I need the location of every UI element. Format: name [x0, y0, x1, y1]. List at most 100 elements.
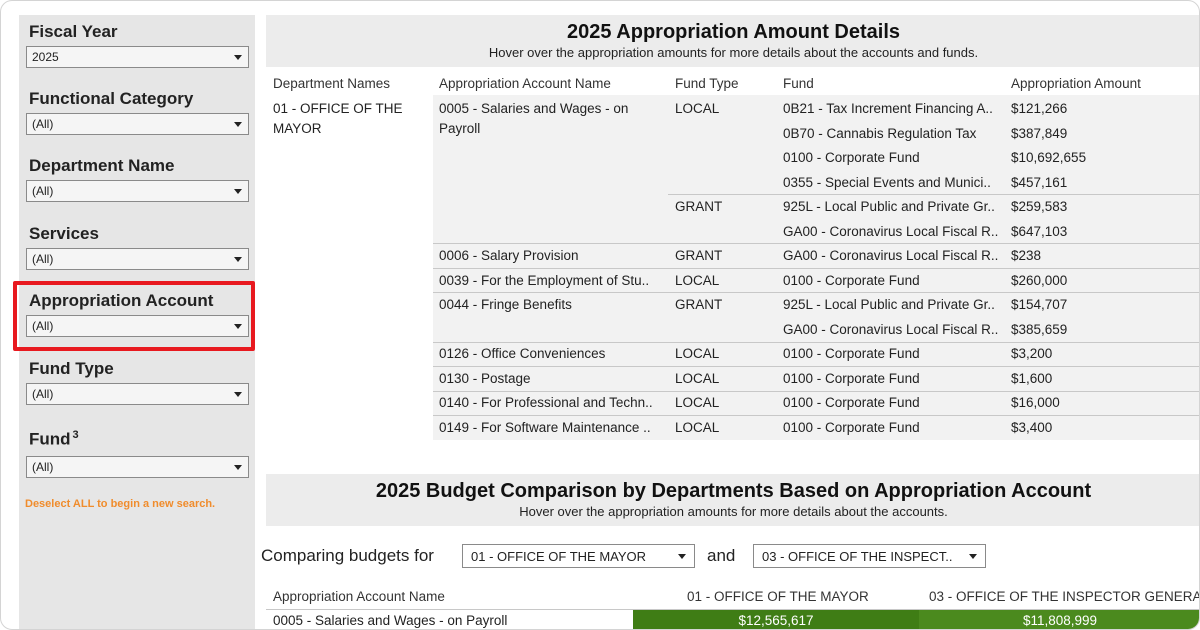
row-fund: GA00 - Coronavirus Local Fiscal R.. — [783, 322, 999, 337]
row-fund: 0100 - Corporate Fund — [783, 395, 920, 410]
filter-label-fund: Fund 3 — [29, 429, 79, 450]
fund-type-select[interactable]: (All) — [26, 383, 249, 405]
row-amount[interactable]: $259,583 — [1011, 199, 1068, 214]
row-amount[interactable]: $10,692,655 — [1011, 150, 1087, 165]
column-header-fund-type: Fund Type — [675, 76, 739, 91]
row-fund-type: LOCAL — [675, 371, 720, 386]
row-fund-type: LOCAL — [675, 273, 720, 288]
column-header-amount: Appropriation Amount — [1011, 76, 1141, 91]
filter-label-fiscal-year: Fiscal Year — [29, 22, 118, 41]
row-fund-type: LOCAL — [675, 420, 720, 435]
filter-label-services: Services — [29, 224, 99, 243]
row-fund: 0100 - Corporate Fund — [783, 346, 920, 361]
compare-dept-b-value: 03 - OFFICE OF THE INSPECT.. — [762, 549, 953, 564]
row-amount[interactable]: $154,707 — [1011, 297, 1068, 312]
fund-select[interactable]: (All) — [26, 456, 249, 478]
row-amount[interactable]: $3,400 — [1011, 420, 1053, 435]
row-account: 0006 - Salary Provision — [439, 248, 579, 263]
chevron-down-icon — [234, 257, 242, 262]
row-divider — [433, 366, 1199, 367]
row-divider — [433, 342, 1199, 343]
chevron-down-icon — [234, 465, 242, 470]
row-divider — [433, 268, 1199, 269]
department-name-value: (All) — [32, 184, 54, 198]
row-fund: GA00 - Coronavirus Local Fiscal R.. — [783, 248, 999, 263]
filter-label-fund-type: Fund Type — [29, 359, 114, 378]
compare-bar-dept-a[interactable]: $12,565,617 — [633, 610, 919, 629]
row-fund: 925L - Local Public and Private Gr.. — [783, 199, 995, 214]
compare-header-divider — [266, 609, 1199, 610]
row-amount[interactable]: $387,849 — [1011, 126, 1068, 141]
department-name-line2: MAYOR — [273, 121, 322, 136]
row-amount[interactable]: $238 — [1011, 248, 1042, 263]
row-fund: 0B70 - Cannabis Regulation Tax — [783, 126, 977, 141]
chevron-down-icon — [969, 554, 977, 559]
comparison-header: 2025 Budget Comparison by Departments Ba… — [266, 474, 1199, 526]
filter-label-department-name: Department Name — [29, 156, 175, 175]
row-amount[interactable]: $457,161 — [1011, 175, 1068, 190]
fund-footnote-marker: 3 — [72, 429, 79, 441]
details-table-body — [433, 95, 1199, 440]
column-header-department: Department Names — [273, 76, 391, 91]
row-account: 0044 - Fringe Benefits — [439, 297, 572, 312]
chevron-down-icon — [234, 189, 242, 194]
row-account: 0140 - For Professional and Techn.. — [439, 395, 653, 410]
details-subtitle: Hover over the appropriation amounts for… — [488, 45, 979, 60]
row-fund: 0B21 - Tax Increment Financing A.. — [783, 101, 993, 116]
row-fund: GA00 - Coronavirus Local Fiscal R.. — [783, 224, 999, 239]
department-name-select[interactable]: (All) — [26, 180, 249, 202]
row-fund-type: LOCAL — [675, 101, 720, 116]
row-fund: 925L - Local Public and Private Gr.. — [783, 297, 995, 312]
comparing-label: Comparing budgets for — [261, 546, 434, 565]
row-amount[interactable]: $3,200 — [1011, 346, 1053, 361]
filter-sidebar: Fiscal Year 2025 Functional Category (Al… — [19, 15, 255, 629]
appropriation-account-value: (All) — [32, 319, 54, 333]
compare-column-dept-b: 03 - OFFICE OF THE INSPECTOR GENERAL — [929, 589, 1200, 604]
row-fund-type: GRANT — [675, 248, 723, 263]
compare-dept-b-select[interactable]: 03 - OFFICE OF THE INSPECT.. — [753, 544, 986, 568]
fund-type-value: (All) — [32, 387, 54, 401]
fund-label-text: Fund — [29, 429, 71, 449]
compare-bar-dept-b[interactable]: $11,808,999 — [919, 610, 1199, 629]
comparison-subtitle: Hover over the appropriation amounts for… — [519, 504, 948, 519]
compare-column-dept-a: 01 - OFFICE OF THE MAYOR — [687, 589, 869, 604]
row-account: 0130 - Postage — [439, 371, 531, 386]
services-value: (All) — [32, 252, 54, 266]
fiscal-year-select[interactable]: 2025 — [26, 46, 249, 68]
fiscal-year-value: 2025 — [32, 50, 59, 64]
functional-category-value: (All) — [32, 117, 54, 131]
details-title: 2025 Appropriation Amount Details — [566, 21, 900, 43]
filter-label-functional-category: Functional Category — [29, 89, 194, 108]
compare-column-account: Appropriation Account Name — [273, 589, 445, 604]
row-fund-type: GRANT — [675, 199, 723, 214]
column-header-account: Appropriation Account Name — [439, 76, 611, 91]
row-amount[interactable]: $1,600 — [1011, 371, 1053, 386]
row-account: 0149 - For Software Maintenance .. — [439, 420, 651, 435]
row-fund-type: GRANT — [675, 297, 723, 312]
details-header: 2025 Appropriation Amount Details Hover … — [266, 15, 1199, 67]
row-divider — [433, 243, 1199, 244]
row-amount[interactable]: $260,000 — [1011, 273, 1068, 288]
chevron-down-icon — [234, 122, 242, 127]
row-fund: 0100 - Corporate Fund — [783, 420, 920, 435]
row-amount[interactable]: $385,659 — [1011, 322, 1068, 337]
row-fund: 0355 - Special Events and Munici.. — [783, 175, 991, 190]
row-fund: 0100 - Corporate Fund — [783, 150, 920, 165]
column-header-fund: Fund — [783, 76, 814, 91]
functional-category-select[interactable]: (All) — [26, 113, 249, 135]
services-select[interactable]: (All) — [26, 248, 249, 270]
department-name-line1: 01 - OFFICE OF THE — [273, 101, 403, 116]
compare-dept-a-select[interactable]: 01 - OFFICE OF THE MAYOR — [462, 544, 695, 568]
row-fund: 0100 - Corporate Fund — [783, 273, 920, 288]
chevron-down-icon — [678, 554, 686, 559]
and-label: and — [707, 546, 736, 565]
compare-row-account: 0005 - Salaries and Wages - on Payroll — [273, 613, 508, 628]
row-divider — [433, 292, 1199, 293]
row-fund: 0100 - Corporate Fund — [783, 371, 920, 386]
row-amount[interactable]: $121,266 — [1011, 101, 1068, 116]
row-amount[interactable]: $16,000 — [1011, 395, 1060, 410]
row-divider — [668, 194, 1199, 195]
appropriation-account-select[interactable]: (All) — [26, 315, 249, 337]
row-amount[interactable]: $647,103 — [1011, 224, 1068, 239]
